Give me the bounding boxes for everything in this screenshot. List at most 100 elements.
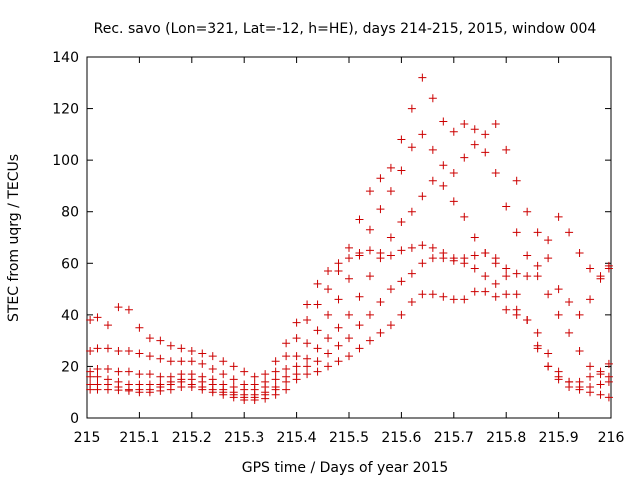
data-point	[292, 370, 301, 379]
data-point	[219, 380, 228, 389]
data-point	[460, 254, 469, 263]
data-point	[187, 357, 196, 366]
data-point	[596, 272, 605, 281]
data-point	[386, 251, 395, 260]
data-point	[282, 352, 291, 361]
data-point	[313, 344, 322, 353]
data-point	[365, 310, 374, 319]
data-point	[240, 380, 249, 389]
data-point	[565, 228, 574, 237]
data-point	[156, 336, 165, 345]
data-point	[166, 341, 175, 350]
data-point	[135, 370, 144, 379]
data-point	[575, 377, 584, 386]
data-point	[334, 357, 343, 366]
data-point	[397, 310, 406, 319]
data-point	[428, 94, 437, 103]
x-tick-label: 215.4	[277, 430, 317, 446]
data-point	[219, 357, 228, 366]
data-point	[470, 140, 479, 149]
data-point	[303, 362, 312, 371]
data-point	[365, 187, 374, 196]
data-point	[439, 117, 448, 126]
x-tick-label: 215.5	[329, 430, 369, 446]
data-point	[345, 254, 353, 263]
data-point	[428, 176, 437, 185]
data-point	[565, 297, 574, 306]
data-point	[292, 362, 301, 371]
data-point	[324, 349, 333, 358]
data-point	[156, 380, 165, 389]
data-point	[177, 344, 186, 353]
data-point	[93, 372, 102, 381]
data-point	[554, 310, 563, 319]
data-point	[114, 377, 123, 386]
data-point	[544, 349, 553, 358]
data-point	[439, 292, 448, 301]
data-point	[512, 269, 521, 278]
data-point	[103, 344, 112, 353]
data-point	[198, 349, 207, 358]
data-point	[449, 295, 458, 304]
data-point	[334, 295, 343, 304]
data-point	[271, 367, 280, 376]
data-point	[604, 372, 613, 381]
data-point	[397, 246, 406, 255]
data-point	[334, 341, 343, 350]
data-point	[271, 383, 280, 392]
data-point	[533, 272, 542, 281]
data-point	[533, 341, 542, 350]
data-point	[303, 370, 312, 379]
data-point	[103, 321, 112, 330]
data-point	[565, 377, 574, 386]
data-point	[460, 212, 469, 221]
data-point	[418, 73, 427, 82]
data-point	[103, 365, 112, 374]
data-point	[481, 272, 490, 281]
data-point	[407, 297, 416, 306]
y-axis-label: STEC from uqrg / TECUs	[6, 154, 22, 322]
data-point	[292, 318, 301, 327]
y-tick-label: 40	[61, 308, 79, 324]
x-axis-label: GPS time / Days of year 2015	[242, 460, 449, 476]
data-point	[544, 254, 553, 263]
data-point	[292, 334, 301, 343]
data-point	[449, 254, 458, 263]
data-point	[365, 246, 374, 255]
data-point	[418, 241, 427, 250]
data-point	[512, 305, 521, 314]
data-point	[407, 269, 416, 278]
data-point	[491, 169, 500, 178]
data-point	[386, 187, 395, 196]
data-point	[156, 372, 165, 381]
data-point	[428, 290, 437, 299]
y-axis: 0 20 40 60 80 100 120 140	[52, 50, 611, 427]
data-point	[93, 365, 102, 374]
data-point	[135, 323, 144, 332]
data-point	[114, 367, 123, 376]
data-point	[565, 328, 574, 337]
data-point	[124, 380, 133, 389]
data-point	[376, 248, 385, 257]
data-point	[470, 233, 479, 242]
data-point	[544, 236, 553, 245]
data-point	[575, 346, 584, 355]
data-point	[512, 228, 521, 237]
data-point	[145, 352, 154, 361]
data-point	[449, 169, 458, 178]
data-point	[604, 359, 613, 368]
data-point	[156, 354, 165, 363]
data-point	[334, 259, 343, 268]
data-point	[512, 290, 521, 299]
data-point	[428, 254, 437, 263]
data-point	[124, 305, 133, 314]
data-point	[502, 305, 511, 314]
data-point	[554, 285, 563, 294]
data-point	[114, 346, 123, 355]
data-point	[145, 370, 154, 379]
data-point	[324, 267, 333, 276]
data-point	[544, 362, 553, 371]
data-point	[313, 367, 322, 376]
data-point	[481, 148, 490, 157]
data-point	[533, 328, 542, 337]
